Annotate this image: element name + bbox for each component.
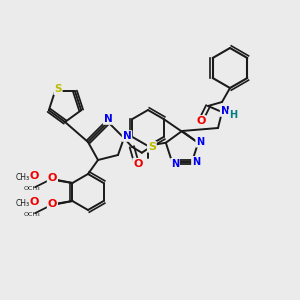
Text: H: H (229, 110, 237, 120)
Text: N: N (196, 137, 204, 147)
Text: N: N (171, 159, 179, 169)
Text: S: S (148, 142, 156, 152)
Text: O: O (30, 197, 39, 207)
Text: OCH₃: OCH₃ (24, 186, 41, 191)
Text: O: O (48, 173, 57, 183)
Text: N: N (220, 106, 230, 116)
Text: CH₃: CH₃ (15, 200, 29, 208)
Text: O: O (196, 116, 206, 126)
Text: N: N (192, 157, 200, 167)
Text: OCH₃: OCH₃ (24, 212, 41, 217)
Text: CH₃: CH₃ (15, 173, 29, 182)
Text: O: O (48, 199, 57, 209)
Text: O: O (30, 171, 39, 181)
Text: N: N (123, 131, 131, 141)
Text: N: N (103, 114, 112, 124)
Text: O: O (133, 159, 142, 169)
Text: S: S (54, 84, 62, 94)
